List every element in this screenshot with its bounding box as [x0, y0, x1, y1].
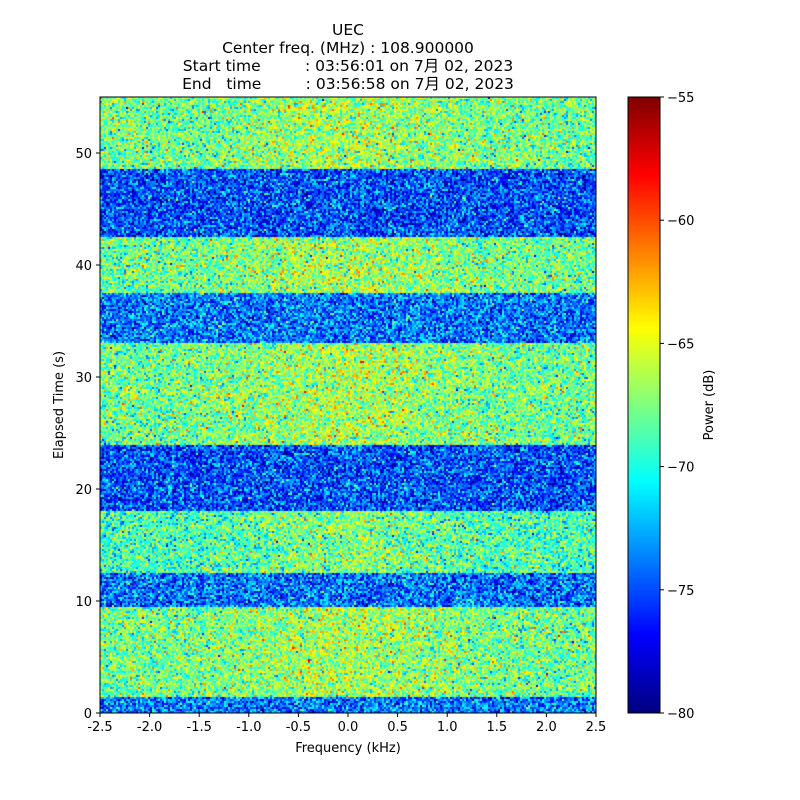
- x-axis-label: Frequency (kHz): [295, 741, 401, 756]
- colorbar-tick-label: −60: [667, 214, 694, 229]
- x-tick-label: 0.0: [338, 720, 359, 735]
- y-axis: 0 10 20 30 40 50: [75, 147, 100, 722]
- plot-frame: [99, 96, 597, 714]
- colorbar-label: Power (dB): [702, 370, 717, 441]
- colorbar-tick-label: −75: [667, 584, 694, 599]
- spectrogram-heatmap: [100, 97, 596, 713]
- colorbar-axis: −80 −75 −70 −65 −60 −55: [660, 91, 694, 722]
- chart-title-line-3: Start time : 03:56:01 on 7月 02, 2023: [182, 57, 514, 75]
- colorbar-tick-label: −70: [667, 461, 694, 476]
- x-tick-label: 1.0: [437, 720, 458, 735]
- x-tick-label: -2.5: [87, 720, 112, 735]
- x-tick-label: 2.5: [586, 720, 607, 735]
- y-tick-label: 30: [75, 371, 92, 386]
- y-tick-label: 40: [75, 259, 92, 274]
- colorbar-gradient: [628, 97, 660, 713]
- x-tick-label: 1.5: [486, 720, 507, 735]
- x-tick-label: -0.5: [286, 720, 311, 735]
- y-tick-label: 10: [75, 595, 92, 610]
- chart-title-line-2: Center freq. (MHz) : 108.900000: [222, 39, 474, 57]
- colorbar-tick-label: −55: [667, 91, 694, 106]
- x-tick-label: -1.5: [187, 720, 212, 735]
- x-tick-label: -2.0: [137, 720, 162, 735]
- chart-title-line-1: UEC: [332, 21, 364, 39]
- y-axis-label: Elapsed Time (s): [52, 351, 67, 459]
- colorbar-tick-label: −80: [667, 707, 694, 722]
- chart-title-line-4: End time : 03:56:58 on 7月 02, 2023: [182, 75, 514, 93]
- x-tick-label: 2.0: [536, 720, 557, 735]
- x-axis: -2.5 -2.0 -1.5 -1.0 -0.5 0.0 0.5 1.0 1.5 2.0 2.5: [87, 713, 606, 735]
- x-tick-label: -1.0: [236, 720, 261, 735]
- y-tick-label: 50: [75, 147, 92, 162]
- colorbar-tick-label: −65: [667, 337, 694, 352]
- colorbar-frame: [627, 96, 661, 714]
- y-tick-label: 20: [75, 483, 92, 498]
- x-tick-label: 0.5: [387, 720, 408, 735]
- y-tick-label: 0: [84, 707, 92, 722]
